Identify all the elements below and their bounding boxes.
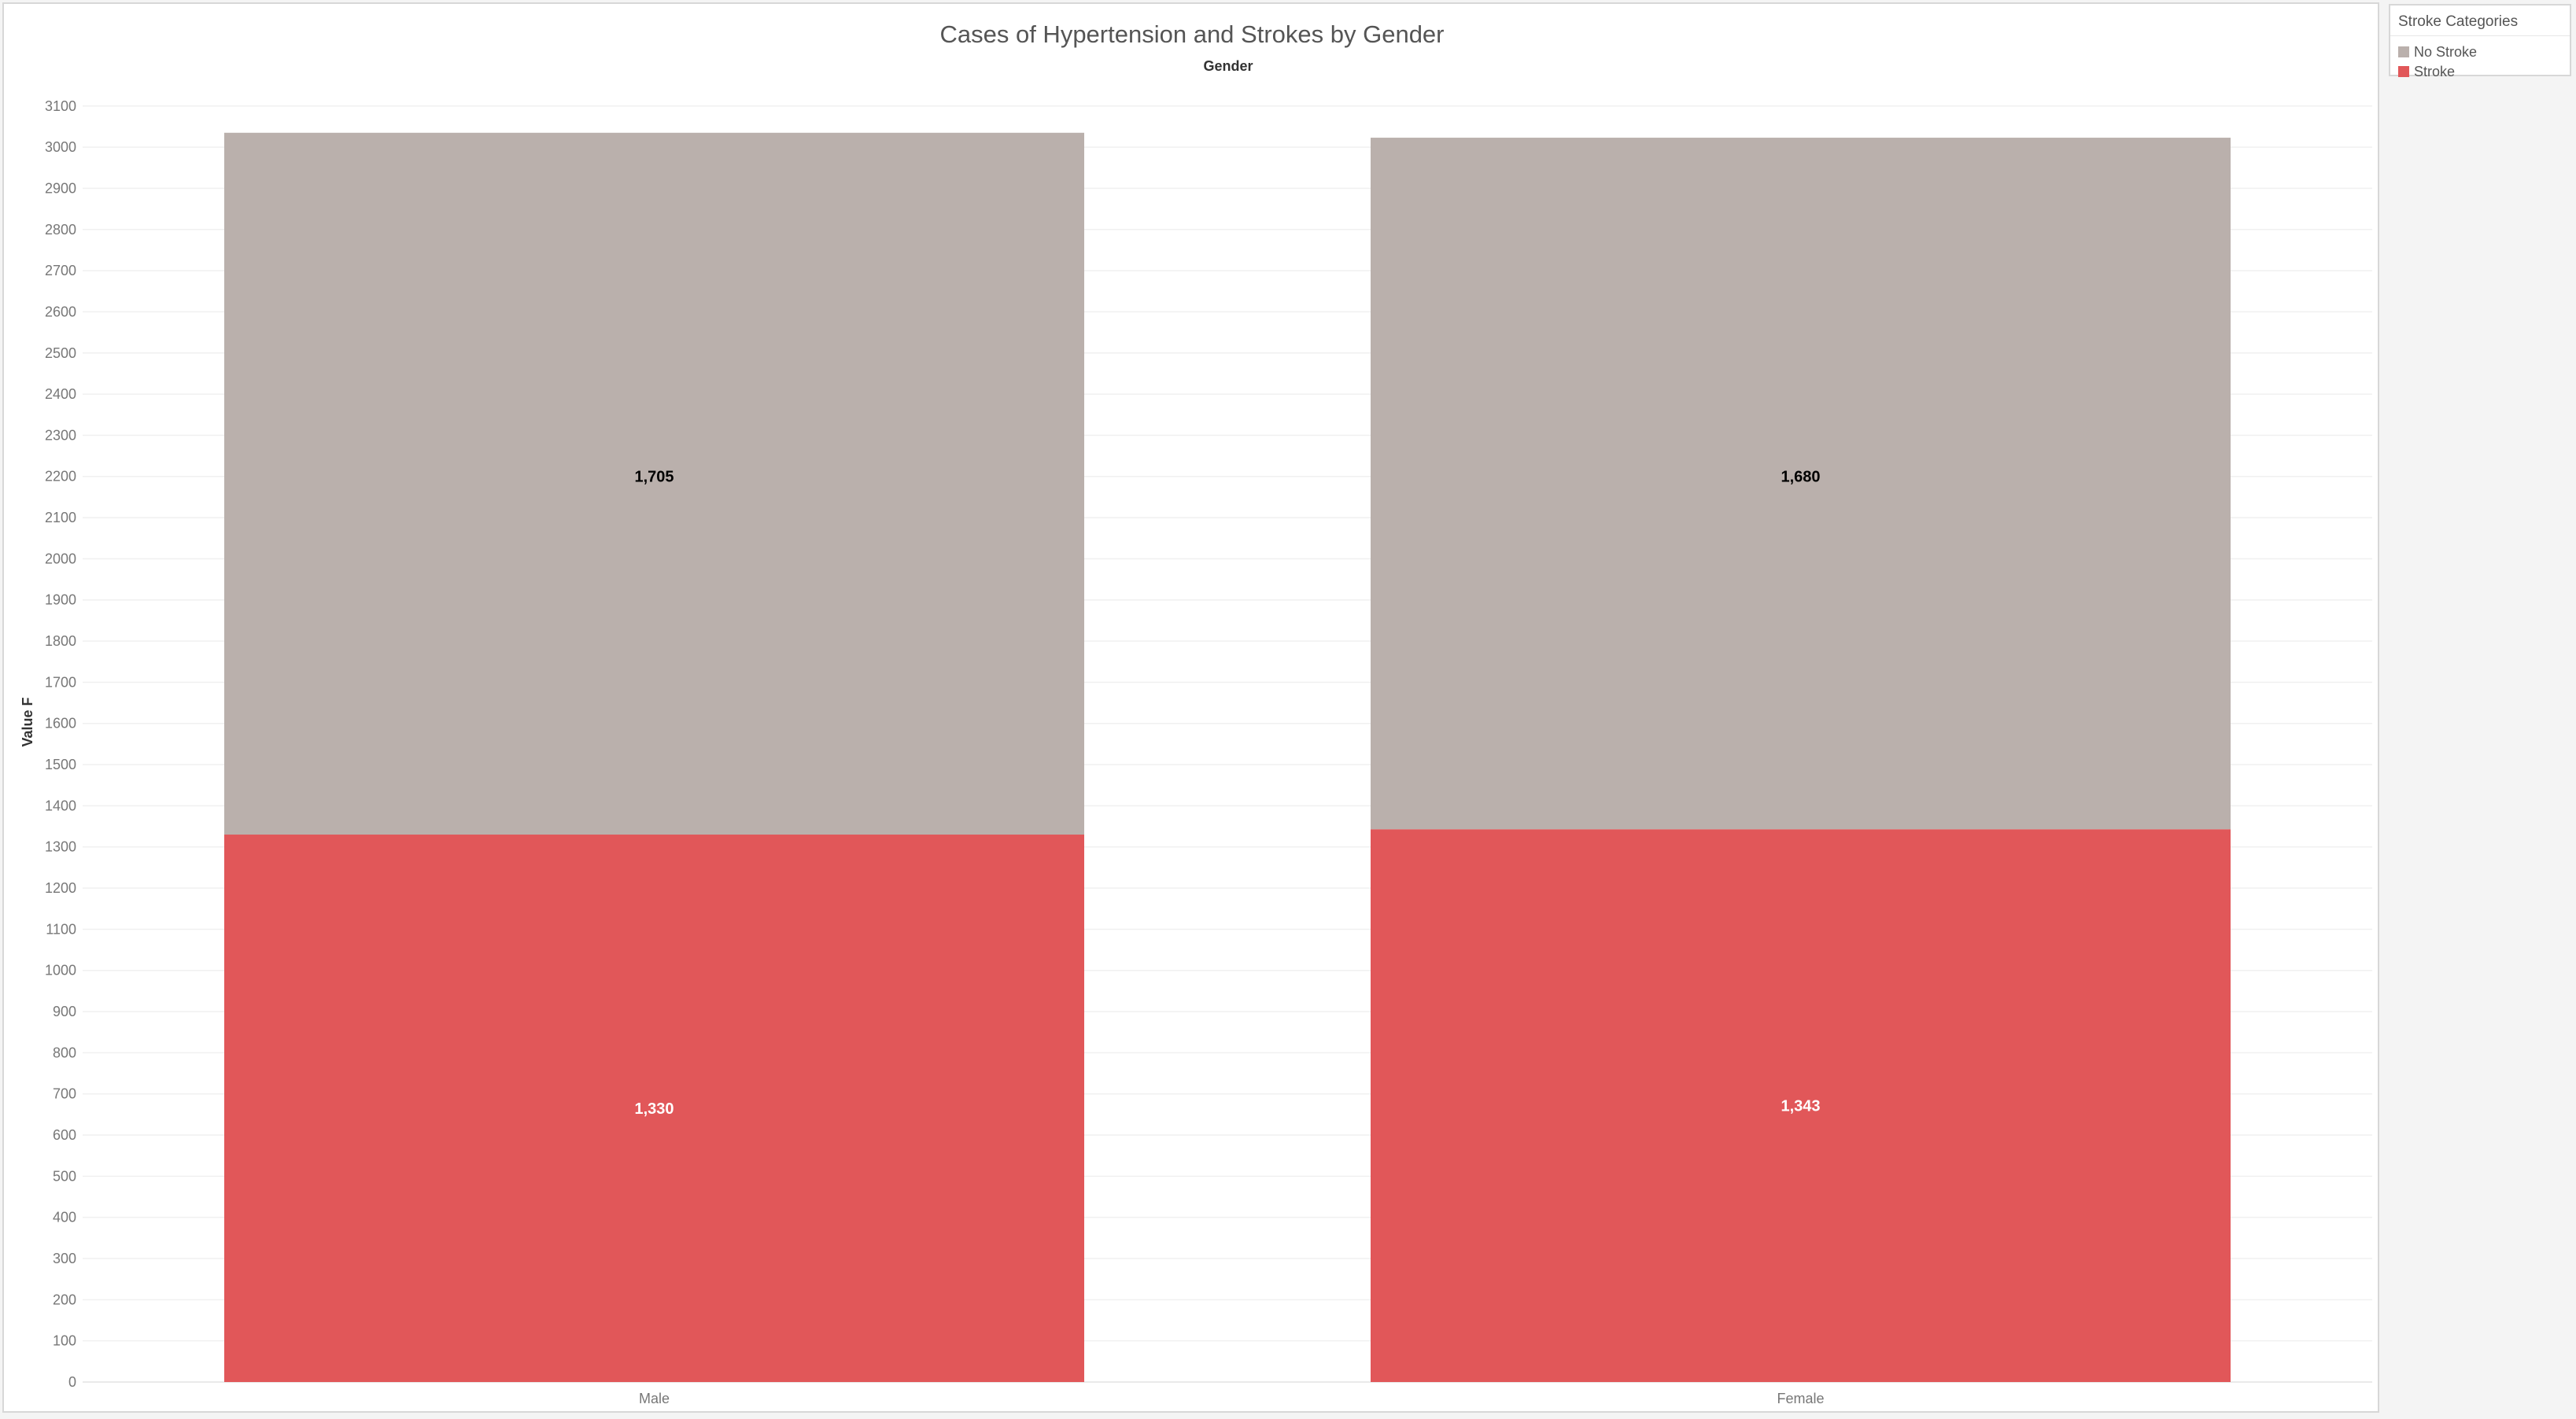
y-tick-label: 2100 <box>45 510 76 525</box>
legend-label-no-stroke: No Stroke <box>2414 43 2478 60</box>
legend-divider <box>2390 35 2570 36</box>
legend-item-stroke[interactable]: Stroke <box>2398 64 2455 79</box>
x-tick-label-female: Female <box>1777 1391 1824 1406</box>
y-tick-label: 2000 <box>45 551 76 566</box>
chart-svg: Cases of Hypertension and Strokes by Gen… <box>20 20 2372 1406</box>
y-tick-label: 1100 <box>46 921 76 937</box>
y-tick-label: 2600 <box>45 304 76 319</box>
y-tick-label: 2800 <box>45 222 76 238</box>
y-axis-label: Value F <box>20 697 35 746</box>
y-tick-label: 1800 <box>45 633 76 649</box>
y-tick-label: 3000 <box>45 139 76 155</box>
legend-item-no-stroke[interactable]: No Stroke <box>2398 44 2477 60</box>
y-tick-label: 2500 <box>45 345 76 361</box>
y-tick-label: 700 <box>53 1086 76 1102</box>
bar-female-stroke <box>1371 829 2231 1382</box>
y-tick-label: 800 <box>53 1045 76 1060</box>
data-label-female-no-stroke: 1,680 <box>1781 469 1820 486</box>
y-tick-label: 1500 <box>45 757 76 772</box>
y-tick-label: 200 <box>53 1292 76 1307</box>
data-label-female-stroke: 1,343 <box>1781 1098 1820 1115</box>
legend-title: Stroke Categories <box>2398 13 2519 30</box>
data-label-male-stroke: 1,330 <box>634 1100 674 1118</box>
y-tick-label: 2900 <box>45 180 76 196</box>
chart-subtitle: Gender <box>1203 58 1253 74</box>
y-tick-label: 2300 <box>45 427 76 443</box>
chart-panel: Cases of Hypertension and Strokes by Gen… <box>2 2 2379 1413</box>
y-tick-label: 0 <box>68 1374 76 1390</box>
y-tick-label: 900 <box>53 1004 76 1019</box>
y-tick-label: 1300 <box>45 839 76 855</box>
y-tick-label: 500 <box>53 1168 76 1184</box>
y-tick-label: 600 <box>53 1127 76 1143</box>
legend-swatch-no-stroke <box>2398 46 2409 57</box>
x-tick-label-male: Male <box>639 1391 670 1406</box>
bar-male-stroke <box>224 835 1084 1382</box>
y-tick-label: 2700 <box>45 263 76 278</box>
y-tick-label: 2400 <box>45 386 76 402</box>
y-tick-label: 1700 <box>45 674 76 690</box>
bar-female-no-stroke <box>1371 138 2231 830</box>
y-tick-label: 3100 <box>45 98 76 114</box>
y-tick-label: 300 <box>53 1251 76 1266</box>
y-tick-label: 1600 <box>45 716 76 732</box>
data-label-male-no-stroke: 1,705 <box>634 469 674 486</box>
y-tick-label: 1900 <box>45 592 76 608</box>
legend-label-stroke: Stroke <box>2414 63 2456 79</box>
bar-male-no-stroke <box>224 132 1084 835</box>
y-tick-label: 1400 <box>45 798 76 813</box>
legend-swatch-stroke <box>2398 66 2409 77</box>
chart-title: Cases of Hypertension and Strokes by Gen… <box>939 20 1444 48</box>
y-tick-label: 100 <box>53 1333 76 1349</box>
legend: Stroke Categories No Stroke Stroke <box>2389 4 2571 79</box>
y-tick-label: 400 <box>53 1210 76 1226</box>
y-tick-label: 2200 <box>45 469 76 485</box>
y-tick-label: 1200 <box>45 880 76 896</box>
y-tick-label: 1000 <box>45 963 76 979</box>
